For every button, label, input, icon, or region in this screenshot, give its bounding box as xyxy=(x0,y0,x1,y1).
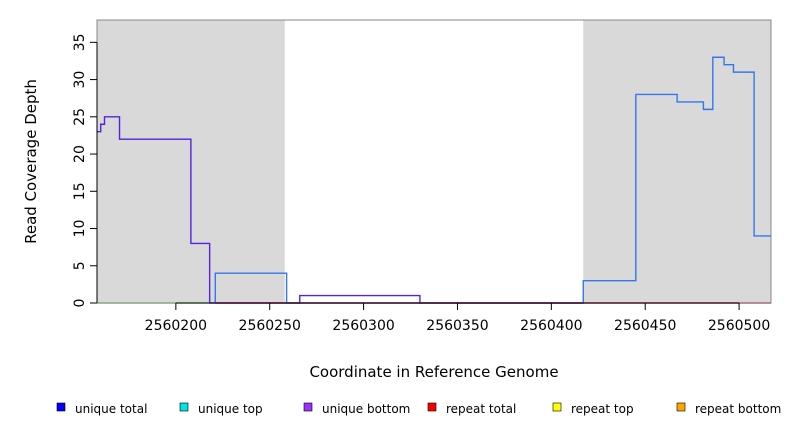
x-tick-label: 2560500 xyxy=(708,318,770,334)
shaded-region-1 xyxy=(583,20,771,303)
legend-swatch xyxy=(552,402,562,412)
y-tick-label: 35 xyxy=(72,33,88,51)
x-axis-title: Coordinate in Reference Genome xyxy=(309,363,558,381)
legend-item-unique-top: unique top xyxy=(179,402,263,416)
x-tick-label: 2560450 xyxy=(614,318,676,334)
x-tick-label: 2560400 xyxy=(520,318,582,334)
legend-swatch xyxy=(179,402,189,412)
x-tick-label: 2560350 xyxy=(426,318,488,334)
y-tick-label: 0 xyxy=(72,299,88,308)
y-tick-label: 25 xyxy=(72,108,88,126)
legend-swatch xyxy=(676,402,686,412)
x-tick-label: 2560200 xyxy=(145,318,207,334)
legend-label: repeat bottom xyxy=(695,402,781,416)
legend-label: unique bottom xyxy=(322,402,410,416)
y-axis: 0 5 10 15 20 25 30 35 xyxy=(72,33,98,308)
y-tick-label: 10 xyxy=(72,220,88,238)
legend-swatch xyxy=(56,402,66,412)
y-tick-label: 5 xyxy=(72,261,88,270)
y-tick-label: 30 xyxy=(72,71,88,89)
legend-item-repeat-top: repeat top xyxy=(552,402,634,416)
legend-swatch xyxy=(427,402,437,412)
legend-item-unique-total: unique total xyxy=(56,402,147,416)
legend-swatch xyxy=(303,402,313,412)
y-tick-label: 15 xyxy=(72,182,88,200)
shaded-regions xyxy=(97,20,771,303)
x-axis: 2560200 2560250 2560300 2560350 2560400 25604… xyxy=(145,302,770,334)
legend-item-repeat-bottom: repeat bottom xyxy=(676,402,781,416)
x-tick-label: 2560250 xyxy=(239,318,301,334)
y-axis-title: Read Coverage Depth xyxy=(22,79,40,244)
legend-item-unique-bottom: unique bottom xyxy=(303,402,410,416)
legend-item-repeat-total: repeat total xyxy=(427,402,516,416)
x-tick-label: 2560300 xyxy=(332,318,394,334)
series-line-unique-bottom xyxy=(97,116,584,304)
legend: unique total unique top unique bottom repea… xyxy=(56,402,781,416)
legend-label: repeat total xyxy=(446,402,516,416)
legend-label: unique top xyxy=(198,402,263,416)
legend-label: unique total xyxy=(75,402,147,416)
y-tick-label: 20 xyxy=(72,145,88,163)
legend-label: repeat top xyxy=(571,402,634,416)
